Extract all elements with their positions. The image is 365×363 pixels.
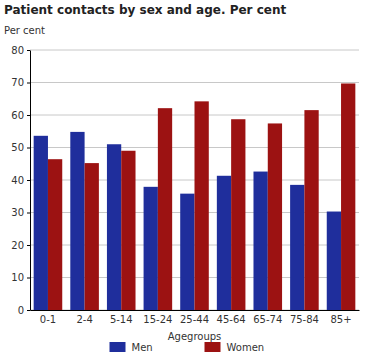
x-axis: 0-1 2-4 5-14 15-24 25-44 45-64 65-74 75-84 85+ <box>31 310 360 325</box>
tick: 75-84 <box>290 310 319 325</box>
tick-mark <box>27 310 30 311</box>
bar <box>144 187 158 310</box>
tick: 40 <box>11 175 30 186</box>
tick-mark <box>27 278 30 279</box>
legend: Men Women <box>110 342 265 353</box>
bar <box>107 144 121 310</box>
tick: 20 <box>11 240 30 251</box>
bar <box>290 185 304 310</box>
tick-label: 40 <box>11 175 24 186</box>
bar <box>85 163 99 310</box>
tick-label: 30 <box>11 207 24 218</box>
grid-line <box>30 50 359 51</box>
bar <box>121 151 135 310</box>
tick-label: 80 <box>11 45 24 56</box>
chart: Patient contacts by sex and age. Per cen… <box>0 0 365 363</box>
tick: 15-24 <box>143 310 172 325</box>
tick-mark <box>27 50 30 51</box>
tick-label: 25-44 <box>180 314 209 325</box>
tick: 5-14 <box>110 310 133 325</box>
tick-label: 65-74 <box>253 314 282 325</box>
tick-label: 15-24 <box>143 314 172 325</box>
legend-swatch <box>110 342 126 352</box>
tick: 2-4 <box>76 310 92 325</box>
bar <box>217 176 231 310</box>
tick: 25-44 <box>180 310 209 325</box>
bar <box>327 212 341 310</box>
plot: 0 10 20 30 40 50 60 70 80 0-1 2-4 5-14 15-24 25-44 45-… <box>11 45 359 325</box>
tick-label: 10 <box>11 272 24 283</box>
legend-label: Women <box>227 342 265 353</box>
bar <box>158 108 172 310</box>
y-axis: 0 10 20 30 40 50 60 70 80 <box>11 45 30 316</box>
bar <box>180 194 194 310</box>
tick: 50 <box>11 142 30 153</box>
tick-label: 75-84 <box>290 314 319 325</box>
tick: 10 <box>11 272 30 283</box>
bar <box>48 159 62 310</box>
tick: 60 <box>11 110 30 121</box>
bar <box>34 136 48 310</box>
x-axis-title: Agegroups <box>168 331 222 342</box>
bar <box>195 101 209 310</box>
bar <box>268 123 282 310</box>
tick-mark <box>27 245 30 246</box>
tick-mark <box>27 180 30 181</box>
tick: 65-74 <box>253 310 282 325</box>
grid <box>30 50 359 310</box>
tick: 0 <box>18 305 30 316</box>
y-axis-title: Per cent <box>4 25 45 36</box>
tick-label: 0 <box>18 305 24 316</box>
tick-mark <box>27 115 30 116</box>
bar <box>253 172 267 310</box>
tick: 45-64 <box>217 310 246 325</box>
bar <box>341 83 355 310</box>
bar <box>304 110 318 310</box>
legend-swatch <box>205 342 221 352</box>
tick-label: 2-4 <box>76 314 92 325</box>
tick: 70 <box>11 77 30 88</box>
tick-label: 5-14 <box>110 314 133 325</box>
tick-label: 20 <box>11 240 24 251</box>
tick-label: 0-1 <box>40 314 56 325</box>
tick: 85+ <box>330 310 351 325</box>
tick: 0-1 <box>40 310 56 325</box>
bars <box>34 83 356 310</box>
tick-label: 85+ <box>330 314 351 325</box>
tick-label: 50 <box>11 142 24 153</box>
tick: 30 <box>11 207 30 218</box>
tick: 80 <box>11 45 30 56</box>
legend-label: Men <box>132 342 153 353</box>
tick-mark <box>27 83 30 84</box>
tick-label: 60 <box>11 110 24 121</box>
grid-line <box>30 82 359 83</box>
axis-line <box>30 51 31 311</box>
tick-mark <box>27 148 30 149</box>
axis-line <box>31 310 360 311</box>
tick-label: 70 <box>11 77 24 88</box>
bar <box>70 132 84 310</box>
tick-mark <box>27 213 30 214</box>
tick-label: 45-64 <box>217 314 246 325</box>
bar <box>231 119 245 310</box>
title: Patient contacts by sex and age. Per cen… <box>4 3 287 17</box>
